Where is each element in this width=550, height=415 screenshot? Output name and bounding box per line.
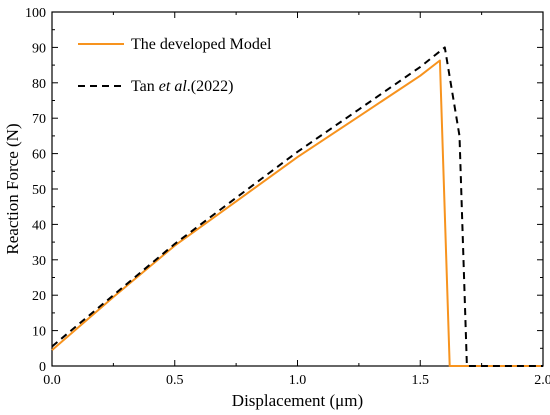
x-tick-label: 1.0 — [289, 373, 307, 388]
y-tick-label: 10 — [32, 325, 46, 340]
y-tick-label: 50 — [32, 183, 46, 198]
legend-label-developed-model: The developed Model — [131, 36, 272, 53]
series-tan-et-al — [51, 46, 543, 367]
y-tick-label: 40 — [32, 218, 46, 233]
y-axis-title: Reaction Force (N) — [3, 123, 22, 254]
x-tick-label: 0.0 — [43, 373, 61, 388]
y-tick-label: 100 — [25, 6, 46, 21]
x-tick-label: 2.0 — [534, 373, 550, 388]
plot-lines — [51, 46, 543, 367]
legend-label-tan-suffix: .(2022) — [187, 78, 234, 95]
x-tick-label: 1.5 — [412, 373, 430, 388]
y-tick-label: 20 — [32, 289, 46, 304]
y-tick-label: 30 — [32, 254, 46, 269]
x-tick-label: 0.5 — [166, 373, 184, 388]
y-tick-label: 60 — [32, 148, 46, 163]
y-tick-label: 90 — [32, 41, 46, 56]
plot-frame — [51, 11, 544, 367]
legend-label-tan-et-al: Tan et al.(2022) — [131, 78, 233, 95]
series-developed-model — [51, 59, 543, 367]
y-tick-label: 0 — [39, 360, 46, 375]
y-tick-label: 80 — [32, 77, 46, 92]
axes: 0.0 0.5 1.0 1.5 2.0 0 10 20 30 40 50 60 70 80 90 100 — [25, 6, 550, 388]
legend: The developed Model Tan et al.(2022) — [78, 36, 272, 95]
legend-label-tan-italic: et al — [159, 78, 188, 95]
legend-label-tan-prefix: Tan — [131, 78, 159, 95]
x-axis-title: Displacement (μm) — [232, 391, 363, 410]
y-tick-label: 70 — [32, 112, 46, 127]
